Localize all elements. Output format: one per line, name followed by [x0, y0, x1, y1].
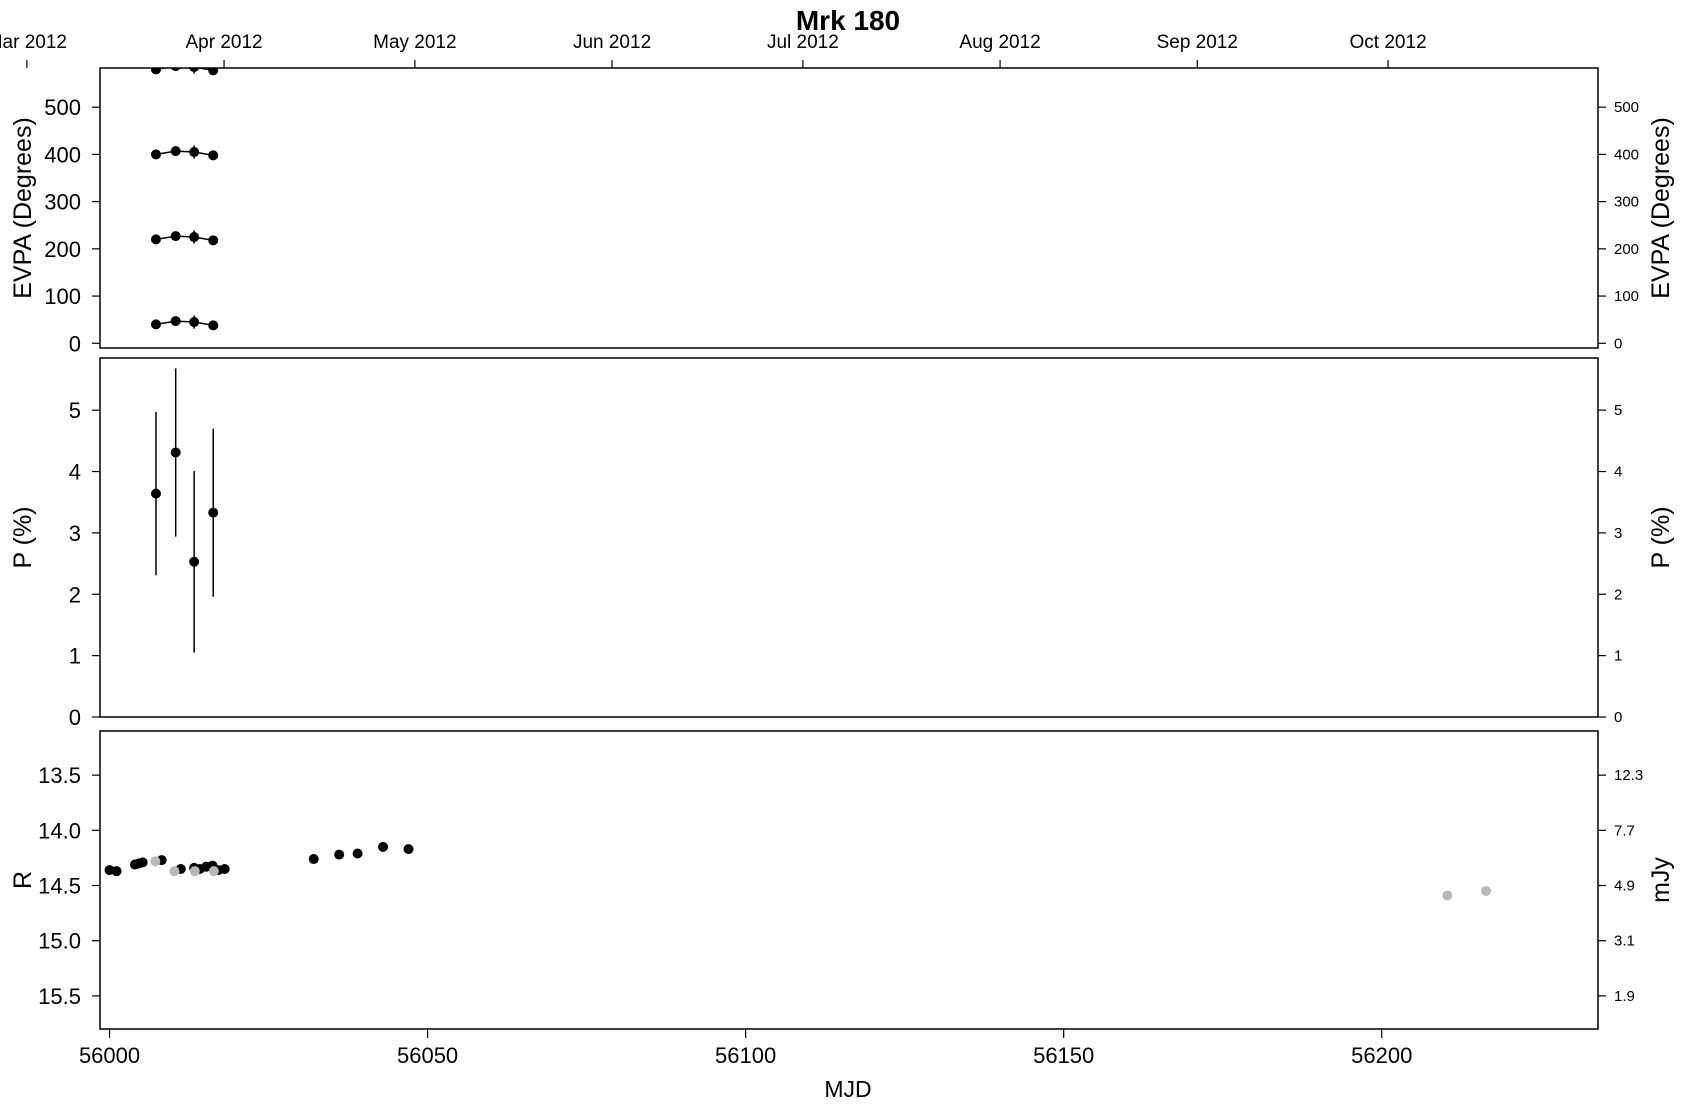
panel-frame-r-magnitude	[99, 730, 1599, 1030]
y-axis-label-left-r-magnitude: R	[9, 871, 37, 889]
y-axis-tick-label-left: 1	[69, 644, 81, 669]
y-axis-tick-label-right: 1	[1614, 648, 1622, 665]
y-axis-tick-label-right: 100	[1614, 288, 1639, 305]
y-axis-tick-label-left: 15.5	[38, 984, 81, 1009]
y-axis-tick-label-right: 2	[1614, 586, 1622, 603]
y-axis-tick-label-left: 300	[44, 190, 81, 215]
x-axis-tick-label: 56000	[79, 1043, 140, 1068]
top-axis-tick-label: Apr 2012	[185, 32, 262, 53]
data-point	[1442, 890, 1453, 901]
y-axis-tick-label-left: 13.5	[38, 763, 81, 788]
y-axis-label-left-polarization: P (%)	[9, 506, 37, 568]
data-point	[169, 866, 180, 877]
data-point	[150, 234, 161, 245]
y-axis-tick-label-right: 0	[1614, 335, 1622, 352]
y-axis-tick-label-left: 100	[44, 284, 81, 309]
top-axis-tick-label: Sep 2012	[1157, 32, 1238, 53]
data-point	[150, 149, 161, 160]
y-axis-tick-label-left: 4	[69, 460, 81, 485]
series-line	[155, 235, 214, 242]
chart-title: Mrk 180	[796, 5, 900, 36]
data-point	[208, 150, 219, 161]
top-axis-tick-label: Aug 2012	[959, 32, 1040, 53]
y-axis-label-left-evpa: EVPA (Degrees)	[9, 117, 37, 299]
data-point	[189, 147, 200, 158]
data-point	[208, 866, 219, 877]
x-axis-tick-label: 56150	[1033, 1043, 1094, 1068]
top-axis-tick-label: Jul 2012	[767, 32, 839, 53]
y-axis-tick-label-right: 1.9	[1614, 988, 1635, 1005]
top-axis-tick-label: Mar 2012	[0, 32, 67, 53]
panel-frame-polarization	[99, 357, 1599, 718]
y-axis-tick-label-right: 300	[1614, 194, 1639, 211]
y-axis-tick-label-right: 4.9	[1614, 878, 1635, 895]
y-axis-tick-label-right: 0	[1614, 709, 1622, 726]
data-point	[208, 235, 219, 246]
x-axis-tick-label: 56200	[1351, 1043, 1412, 1068]
y-axis-tick-label-right: 400	[1614, 146, 1639, 163]
y-axis-tick-label-right: 3.1	[1614, 933, 1635, 950]
y-axis-tick-label-right: 12.3	[1614, 767, 1643, 784]
x-axis-label: MJD	[824, 1076, 871, 1102]
data-point	[150, 856, 161, 867]
data-point	[208, 68, 219, 76]
data-point	[189, 317, 200, 328]
data-point	[208, 320, 219, 331]
data-point	[170, 316, 181, 327]
data-point	[1481, 886, 1492, 897]
y-axis-tick-label-left: 2	[69, 582, 81, 607]
y-axis-tick-label-right: 5	[1614, 402, 1622, 419]
data-point	[352, 848, 363, 859]
series-line	[155, 320, 214, 327]
data-point	[170, 447, 181, 458]
y-axis-tick-label-left: 0	[69, 331, 81, 356]
data-point	[334, 849, 345, 860]
series-line	[155, 150, 214, 157]
data-point	[150, 68, 161, 75]
y-axis-label-right-polarization: P (%)	[1647, 506, 1675, 568]
y-axis-label-right-evpa: EVPA (Degrees)	[1647, 117, 1675, 299]
y-axis-tick-label-left: 3	[69, 521, 81, 546]
top-axis-tick-label: Oct 2012	[1350, 32, 1427, 53]
y-axis-tick-label-left: 0	[69, 705, 81, 730]
y-axis-tick-label-right: 200	[1614, 241, 1639, 258]
y-axis-tick-label-right: 500	[1614, 99, 1639, 116]
panel-frame-evpa	[99, 67, 1599, 349]
data-point	[137, 857, 148, 868]
data-point	[308, 854, 319, 865]
data-point	[189, 68, 200, 73]
data-point	[189, 556, 200, 567]
y-axis-tick-label-left: 500	[44, 95, 81, 120]
data-point	[170, 231, 181, 242]
y-axis-tick-label-left: 400	[44, 142, 81, 167]
data-point	[219, 863, 230, 874]
data-point	[189, 232, 200, 243]
y-axis-tick-label-right: 7.7	[1614, 822, 1635, 839]
y-axis-label-right-r-magnitude: mJy	[1647, 857, 1675, 903]
data-point	[208, 507, 219, 518]
data-point	[170, 146, 181, 157]
data-point	[150, 488, 161, 499]
top-axis-tick-label: May 2012	[373, 32, 456, 53]
y-axis-tick-label-left: 5	[69, 398, 81, 423]
y-axis-tick-label-left: 200	[44, 237, 81, 262]
data-point	[403, 844, 414, 855]
data-point	[378, 841, 389, 852]
data-point	[171, 68, 181, 72]
top-axis-tick-label: Jun 2012	[573, 32, 651, 53]
x-axis-tick-label: 56050	[397, 1043, 458, 1068]
y-axis-tick-label-left: 15.0	[38, 929, 81, 954]
data-point	[111, 866, 122, 877]
y-axis-tick-label-right: 4	[1614, 464, 1622, 481]
y-axis-tick-label-left: 14.5	[38, 874, 81, 899]
y-axis-tick-label-left: 14.0	[38, 818, 81, 843]
data-point	[189, 866, 200, 877]
x-axis-tick-label: 56100	[715, 1043, 776, 1068]
data-point	[150, 319, 161, 330]
y-axis-tick-label-right: 3	[1614, 525, 1622, 542]
series-line	[155, 68, 214, 72]
